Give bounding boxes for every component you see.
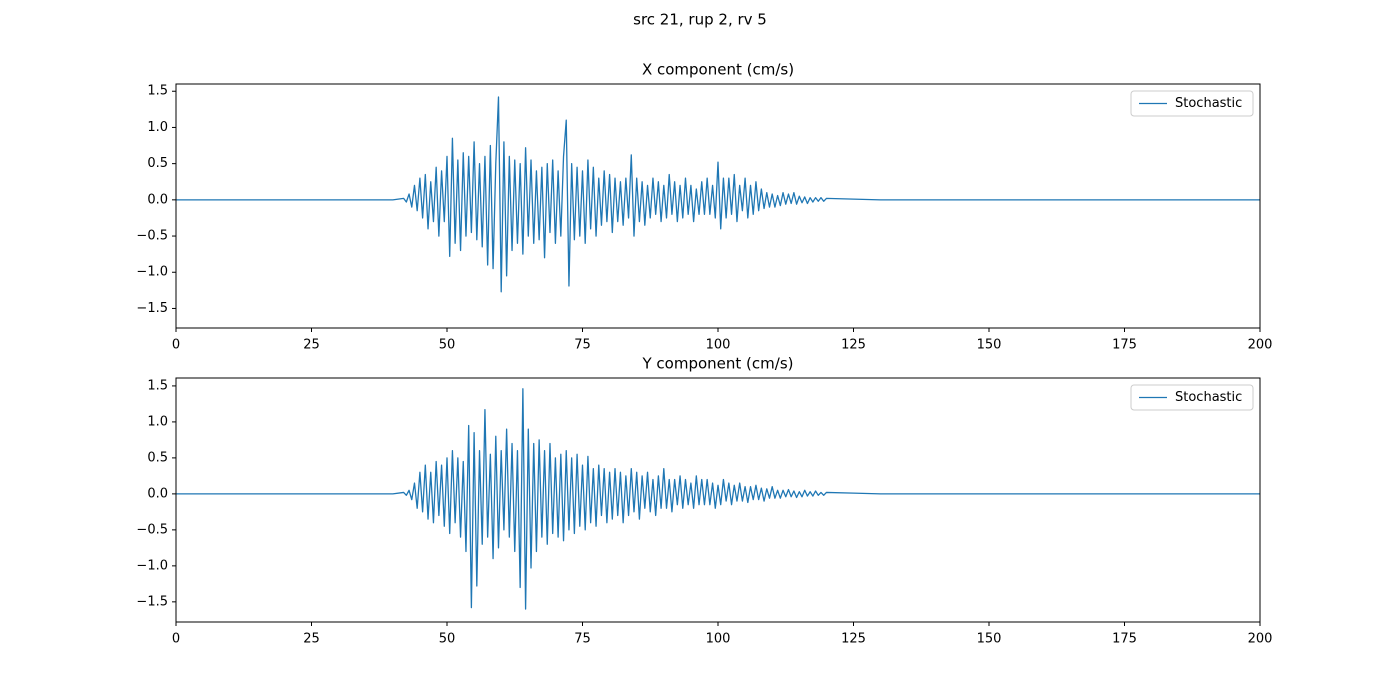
y-tick-label: 1.5: [147, 378, 168, 393]
x-tick-label: 200: [1248, 632, 1273, 647]
y-tick-label: 0.5: [147, 156, 168, 171]
x-tick-label: 75: [574, 632, 591, 647]
axes-frame: [175, 83, 1261, 329]
y-tick-label: −1.0: [136, 265, 168, 280]
series-line: [176, 388, 1260, 610]
y-tick-label: −0.5: [136, 522, 168, 537]
axes-title: X component (cm/s): [642, 61, 794, 79]
y-tick-label: 0.5: [147, 450, 168, 465]
x-tick-label: 100: [706, 632, 731, 647]
legend-box: [1130, 90, 1254, 117]
x-tick-label: 150: [977, 338, 1002, 353]
x-tick-label: 25: [303, 632, 320, 647]
x-tick-label: 50: [439, 632, 456, 647]
legend-label: Stochastic: [1175, 96, 1242, 111]
x-tick-label: 175: [1112, 338, 1137, 353]
series-line: [176, 96, 1260, 293]
y-tick-label: 1.5: [147, 84, 168, 99]
x-tick-label: 200: [1248, 338, 1273, 353]
x-tick-label: 125: [841, 338, 866, 353]
y-tick-label: −1.5: [136, 594, 168, 609]
axes-frame: [175, 377, 1261, 623]
y-tick-label: −0.5: [136, 229, 168, 244]
x-tick-label: 25: [303, 338, 320, 353]
x-tick-label: 50: [439, 338, 456, 353]
x-tick-label: 75: [574, 338, 591, 353]
x-tick-label: 175: [1112, 632, 1137, 647]
figure-title: src 21, rup 2, rv 5: [633, 11, 767, 29]
axes-title: Y component (cm/s): [642, 355, 794, 373]
y-tick-label: 1.0: [147, 120, 168, 135]
legend-label: Stochastic: [1175, 390, 1242, 405]
x-tick-label: 125: [841, 632, 866, 647]
legend-box: [1130, 384, 1254, 411]
y-tick-label: 0.0: [147, 486, 168, 501]
y-tick-label: −1.5: [136, 301, 168, 316]
x-tick-label: 150: [977, 632, 1002, 647]
x-tick-label: 0: [172, 338, 180, 353]
x-tick-label: 100: [706, 338, 731, 353]
y-tick-label: 1.0: [147, 414, 168, 429]
x-tick-label: 0: [172, 632, 180, 647]
y-tick-label: −1.0: [136, 558, 168, 573]
y-tick-label: 0.0: [147, 192, 168, 207]
